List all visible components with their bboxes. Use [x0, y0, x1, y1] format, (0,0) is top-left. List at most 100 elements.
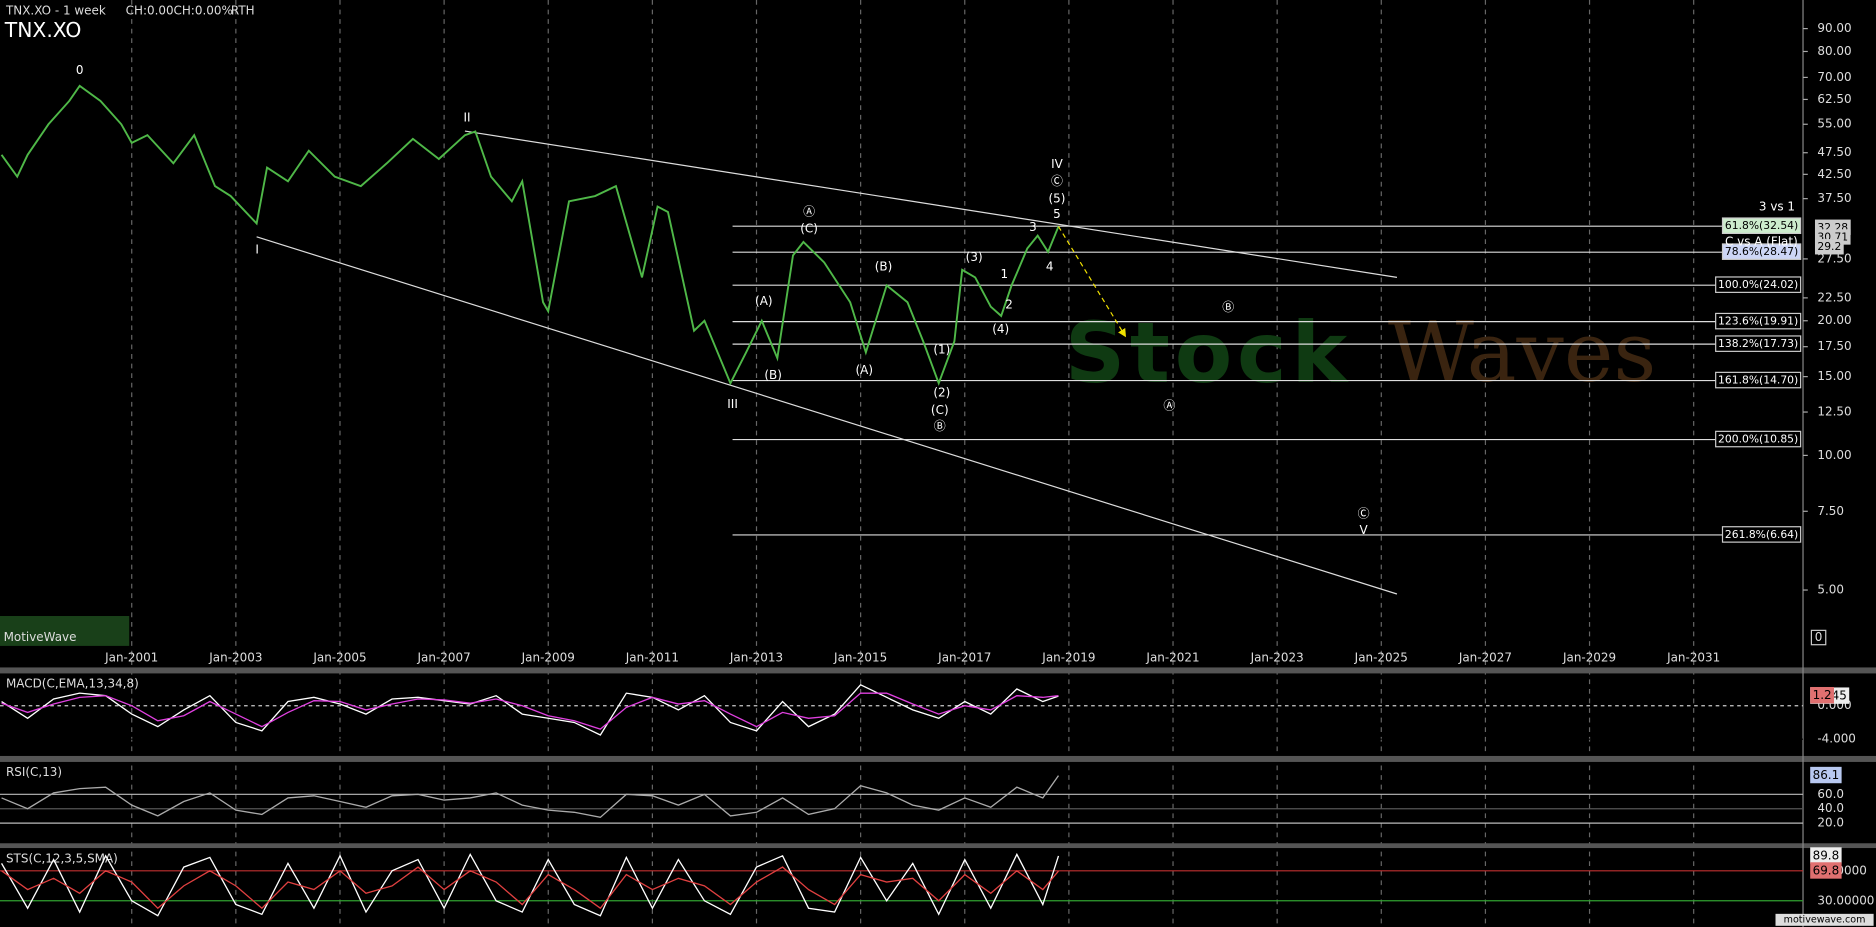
- panel-separator: [0, 843, 1876, 849]
- change: CH:0.00: [126, 3, 174, 17]
- fib-label: 200.0%(10.85): [1718, 433, 1798, 446]
- current-value: 69.8: [1813, 863, 1840, 877]
- panel-title: RSI(C,13): [6, 765, 62, 779]
- wave-label: II: [463, 111, 470, 125]
- y-tick-label: -4.000: [1817, 732, 1856, 746]
- panel-separator: [0, 667, 1876, 674]
- brand: MotiveWave: [4, 630, 77, 644]
- wave-label: (A): [856, 363, 874, 377]
- symbol: TNX.XO: [4, 18, 82, 42]
- fib-label: 61.8%(32.54): [1725, 219, 1798, 232]
- x-tick-label: Jan-2029: [1562, 650, 1616, 664]
- wave-label: 0: [76, 63, 84, 77]
- y-tick-label: 17.50: [1817, 339, 1851, 353]
- series-line: [1, 692, 1059, 730]
- wave-label: Ⓑ: [934, 419, 946, 433]
- y-tick-label: 7.50: [1817, 504, 1844, 518]
- fib-label-box: [1715, 276, 1802, 293]
- panel-separator: [0, 755, 1876, 762]
- watermark: Waves: [1388, 303, 1657, 401]
- y-tick-label: 60.0: [1817, 787, 1844, 801]
- wave-label: Ⓒ: [1358, 506, 1370, 520]
- series-line: [1, 683, 1059, 736]
- corner-label: 0: [1815, 630, 1823, 644]
- y-tick-label: 42.50: [1817, 167, 1851, 181]
- y-tick-label: 40.0: [1817, 801, 1844, 815]
- series-line: [1, 866, 1059, 910]
- y-tick-label: 22.50: [1817, 290, 1851, 304]
- x-tick-label: Jan-2021: [1145, 650, 1199, 664]
- trendline: [464, 130, 1398, 278]
- site: motivewave.com: [1784, 914, 1866, 925]
- wave-label: 3: [1029, 220, 1037, 234]
- change-pct: CH:0.00%: [173, 3, 232, 17]
- current-value-box: [1810, 766, 1842, 784]
- series-line: [0, 84, 1060, 386]
- x-tick-label: Jan-2019: [1041, 650, 1095, 664]
- fib-label: 78.6%(28.47): [1725, 245, 1798, 258]
- price-marker-box: [1814, 239, 1844, 255]
- x-tick-label: Jan-2005: [312, 650, 366, 664]
- current-value-box: [1810, 862, 1842, 879]
- fib-label-box: [1715, 312, 1802, 330]
- y-tick-label: 5.00: [1817, 583, 1844, 597]
- wave-label: (B): [764, 368, 782, 382]
- fib-label-box: [1715, 335, 1802, 352]
- y-tick-label: 30.00000: [1817, 893, 1874, 907]
- wave-label: Ⓒ: [1051, 174, 1063, 188]
- current-value-box: [1810, 686, 1835, 704]
- y-tick-label: 47.50: [1817, 145, 1851, 159]
- current-value-box: [1810, 847, 1842, 864]
- y-tick-label: 90.00: [1817, 21, 1851, 35]
- fib-label-box: [1721, 526, 1802, 543]
- wave-label: (5): [1048, 192, 1065, 206]
- y-tick-label: 27.50: [1817, 251, 1851, 265]
- series-line: [1, 775, 1060, 819]
- corner-box: [1810, 629, 1827, 646]
- wave-label: (4): [992, 322, 1009, 336]
- wave-label: 2: [1005, 297, 1013, 311]
- wave-label: (A): [755, 294, 773, 308]
- x-tick-label: Jan-2011: [625, 650, 679, 664]
- y-tick-label: 55.00: [1817, 117, 1851, 131]
- price-marker: 29.2: [1817, 240, 1841, 253]
- x-tick-label: Jan-2007: [417, 650, 471, 664]
- fib-label-box: [1721, 217, 1802, 235]
- y-tick-label: 15.00: [1817, 369, 1851, 383]
- wave-label: Ⓐ: [803, 205, 815, 219]
- x-tick-label: Jan-2009: [521, 650, 575, 664]
- x-tick-label: Jan-2001: [104, 650, 158, 664]
- panel-title: STS(C,12,3,5,SMA): [6, 851, 118, 865]
- x-tick-label: Jan-2003: [208, 650, 262, 664]
- session: RTH: [231, 3, 255, 17]
- chart-header: TNX.XO - 1 week: [5, 3, 106, 17]
- wave-label: 3 vs 1: [1759, 200, 1795, 214]
- wave-label: Ⓑ: [1222, 300, 1234, 314]
- y-tick-label: 20.0: [1817, 816, 1844, 830]
- wave-label: (2): [933, 385, 950, 399]
- current-value: 1.2: [1813, 688, 1832, 702]
- y-tick-label: 70.00: [1817, 70, 1851, 84]
- fib-label: 261.8%(6.64): [1725, 528, 1798, 541]
- y-tick-label: 20.00: [1817, 313, 1851, 327]
- x-tick-label: Jan-2017: [937, 650, 991, 664]
- y-tick-label: 80.00: [1817, 44, 1851, 58]
- wave-label: IV: [1051, 157, 1064, 171]
- fib-label-box: [1721, 243, 1802, 260]
- current-value: 86.1: [1813, 768, 1840, 782]
- volume-strip: [0, 616, 130, 646]
- watermark: Stock: [1065, 304, 1352, 402]
- x-tick-label: Jan-2025: [1354, 650, 1408, 664]
- x-tick-label: Jan-2023: [1250, 650, 1304, 664]
- panel-title: MACD(C,EMA,13,34,8): [6, 677, 139, 691]
- wave-label: (C): [931, 403, 949, 417]
- x-tick-label: Jan-2015: [833, 650, 887, 664]
- fib-label: 100.0%(24.02): [1718, 278, 1798, 291]
- x-tick-label: Jan-2027: [1458, 650, 1512, 664]
- fib-label-box: [1715, 371, 1802, 389]
- current-value: 89.8: [1813, 848, 1840, 862]
- wave-label: (C): [800, 221, 818, 235]
- wave-label: 5: [1053, 207, 1061, 221]
